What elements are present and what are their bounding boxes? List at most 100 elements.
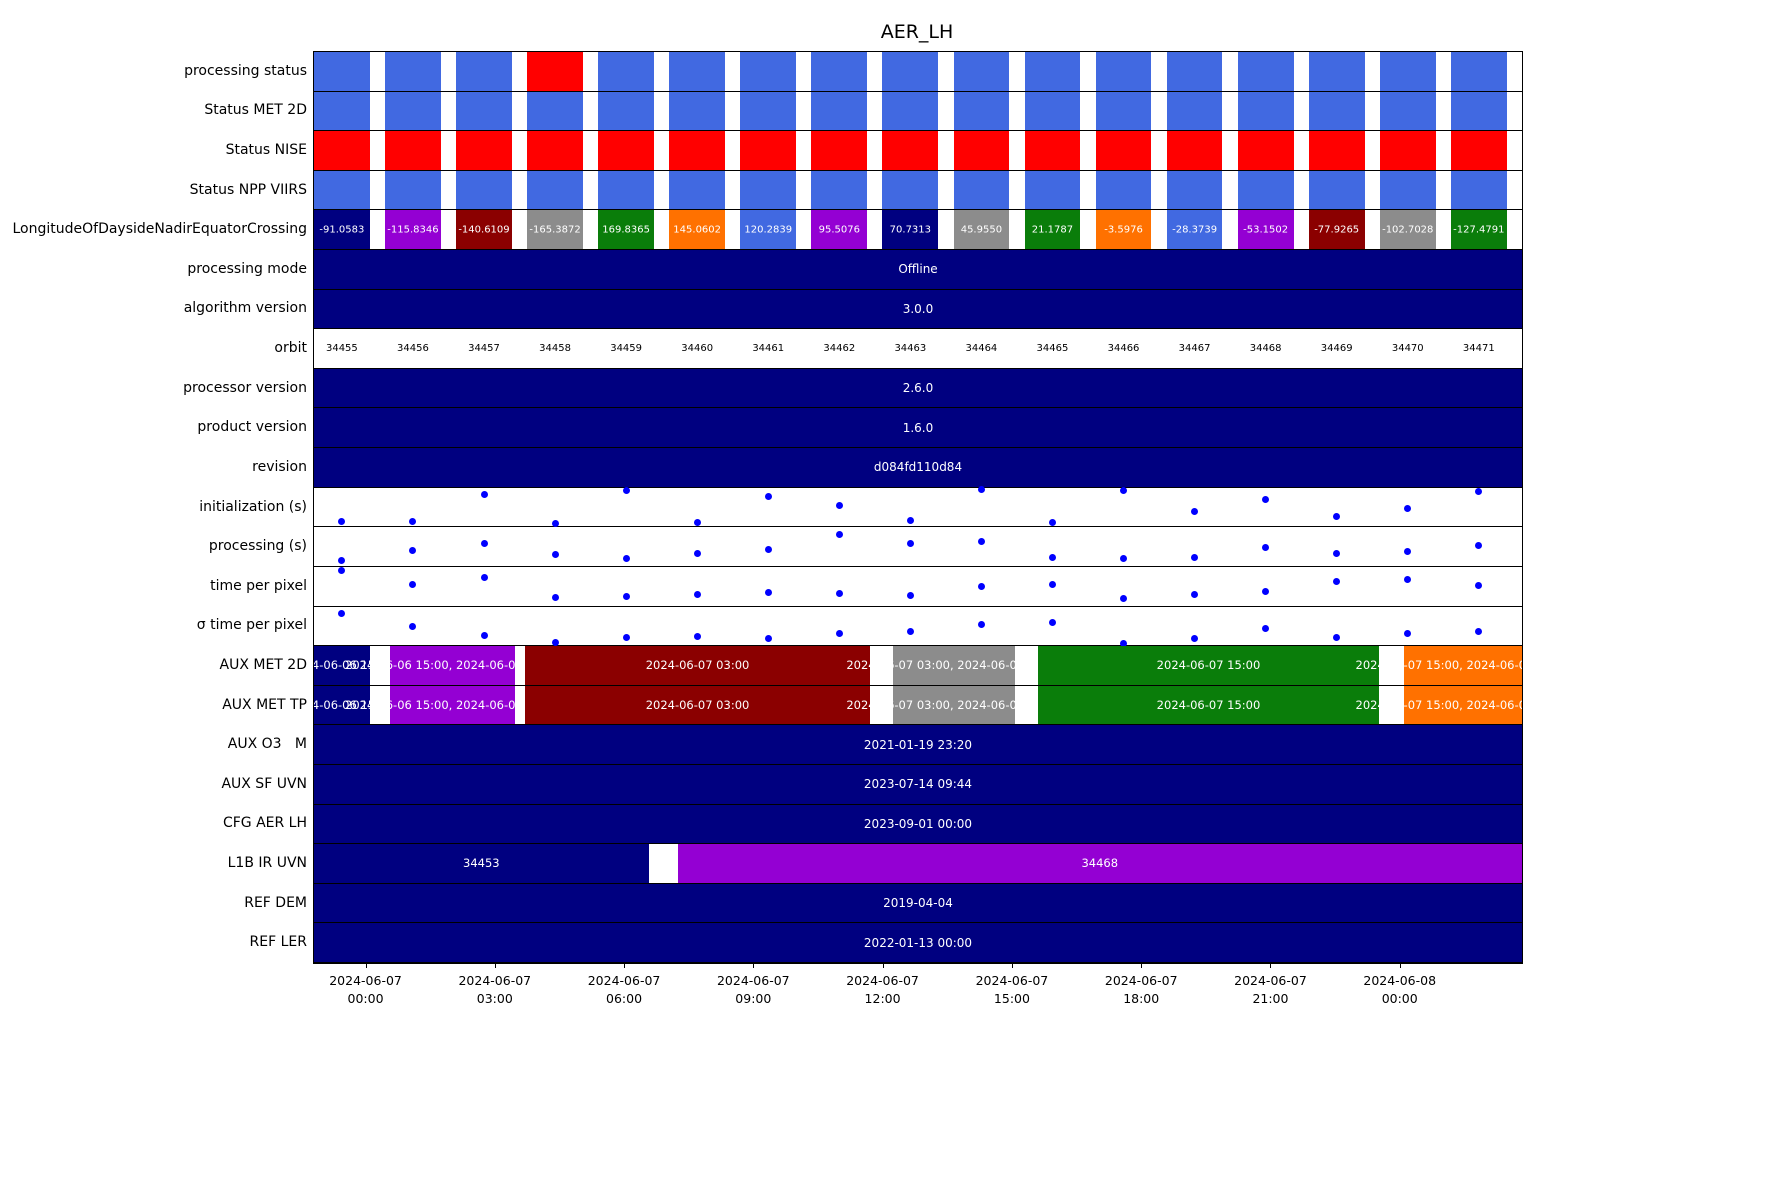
x-tick-label: 2024-06-07 09:00 <box>717 972 790 1008</box>
y-axis-label-processing-s: processing (s) <box>208 538 307 555</box>
scatter-dot <box>1475 627 1483 635</box>
y-axis-label-time-per-pixel: σ time per pixel <box>196 617 307 634</box>
aux-segment: 2024-06-07 03:00 <box>525 646 870 685</box>
plot-area: -91.0583 -115.8346 -140.6109 -165.3872 169.8… <box>313 51 1523 964</box>
aux-segment: 2024-06-06 15:00, 2024-06-07 03:00 <box>345 646 560 685</box>
status-block <box>740 170 797 210</box>
scatter-dot <box>835 530 843 538</box>
scatter-dot <box>1048 581 1056 589</box>
y-axis-label-aux-met-tp: AUX MET TP <box>222 696 307 713</box>
block-value-label: 145.0602 <box>673 224 722 236</box>
scatter-dot <box>622 554 630 562</box>
aux-segment-label: 2024-06-07 15:00 <box>1156 658 1261 673</box>
aux-segment: 2024-06-07 15:00 <box>1037 685 1380 725</box>
aux-segment-label: 2024-06-07 03:00 <box>645 658 750 673</box>
status-block: -28.3739 <box>1166 210 1223 250</box>
row-cfg-aer-lh: 2023-09-01 00:00 <box>314 804 1522 845</box>
row-processor-version: 2.6.0 <box>314 368 1522 409</box>
y-axis-label-initialization-s: initialization (s) <box>199 498 307 515</box>
status-block <box>1024 91 1081 131</box>
scatter-dot <box>1262 543 1270 551</box>
status-block <box>1450 131 1507 170</box>
status-block <box>314 52 370 91</box>
scatter-dot <box>764 589 772 597</box>
scatter-dot <box>1191 635 1199 643</box>
value-bar-label: d084fd110d84 <box>873 460 963 475</box>
status-block <box>1450 170 1507 210</box>
status-block <box>1308 170 1365 210</box>
orbit-number-label: 34458 <box>539 343 571 355</box>
block-value-label: 169.8365 <box>602 224 650 236</box>
status-block <box>314 170 370 210</box>
value-bar-label: 2023-07-14 09:44 <box>863 777 973 792</box>
scatter-dot <box>1262 587 1270 595</box>
y-axis-label-processing-mode: processing mode <box>187 260 307 277</box>
aux-segment: 34453 <box>314 844 649 883</box>
aux-segment: 34468 <box>677 844 1522 883</box>
y-axis-label-aux-met-2d: AUX MET 2D <box>219 656 307 673</box>
x-tick-date: 2024-06-07 <box>458 973 532 988</box>
aux-segment-label: 2024-06-06 15:00 <box>313 698 394 713</box>
scatter-dot <box>977 486 985 494</box>
aux-segment: 2024-06-06 15:00 <box>314 685 394 725</box>
scatter-dot <box>1048 553 1056 561</box>
scatter-dot <box>1191 507 1199 515</box>
aux-segment-label: 2024-06-07 15:00, 2024-06-08 03:00 <box>1355 658 1522 673</box>
x-tick-date: 2024-06-07 <box>587 973 661 988</box>
status-block: -102.7028 <box>1379 210 1436 250</box>
status-block <box>882 170 939 210</box>
scatter-dot <box>338 567 346 575</box>
status-block <box>1450 91 1507 131</box>
x-tick-time: 12:00 <box>864 991 901 1007</box>
scatter-dot <box>1475 582 1483 590</box>
status-block <box>1024 52 1081 91</box>
status-block <box>527 52 583 91</box>
orbit-number-label: 34466 <box>1107 343 1140 355</box>
scatter-dot <box>1120 486 1128 494</box>
scatter-dot <box>1048 519 1056 527</box>
value-bar: 2023-09-01 00:00 <box>314 804 1522 844</box>
scatter-dot <box>338 557 346 565</box>
y-axis-label-cfg-aer-lh: CFG AER LH <box>222 815 307 832</box>
status-block <box>740 91 797 131</box>
status-block <box>1237 131 1294 170</box>
status-block: -3.5976 <box>1095 210 1152 250</box>
row-processing-mode: Offline <box>314 250 1522 290</box>
value-bar-label: 2019-04-04 <box>883 896 953 911</box>
value-bar: d084fd110d84 <box>314 448 1522 487</box>
x-tick-date: 2024-06-07 <box>1234 973 1307 988</box>
scatter-dot <box>622 593 630 601</box>
block-value-label: 120.2839 <box>744 224 793 236</box>
status-block <box>314 131 370 170</box>
y-axis-label-longitudeofdaysidenadirequatorcrossing: LongitudeOfDaysideNadirEquatorCrossing <box>12 221 307 238</box>
scatter-dot <box>1404 576 1412 584</box>
status-block <box>953 131 1010 170</box>
scatter-dot <box>1262 496 1270 504</box>
y-axis-label-processor-version: processor version <box>183 379 307 396</box>
status-block: -91.0583 <box>314 210 370 250</box>
scatter-dot <box>906 591 914 599</box>
status-block <box>1237 52 1294 91</box>
aux-segment-label: 2024-06-07 03:00, 2024-06-07 15:00 <box>846 658 1061 673</box>
status-block: -115.8346 <box>385 210 441 250</box>
status-block: 45.9550 <box>953 210 1010 250</box>
value-bar-label: 2021-01-19 23:20 <box>863 737 973 752</box>
scatter-dot <box>622 487 630 495</box>
value-bar: 2.6.0 <box>314 368 1522 408</box>
block-value-label: 45.9550 <box>960 224 1003 236</box>
orbit-number-label: 34470 <box>1391 343 1424 355</box>
orbit-number-label: 34463 <box>894 343 927 355</box>
row-revision: d084fd110d84 <box>314 448 1522 488</box>
x-tick-label: 2024-06-07 21:00 <box>1234 972 1307 1008</box>
row-longitudeofdaysidenadirequatorcrossing: -91.0583 -115.8346 -140.6109 -165.3872 169.8… <box>314 210 1522 251</box>
scatter-dot <box>835 629 843 637</box>
orbit-number-label: 34456 <box>397 343 429 355</box>
status-block <box>811 131 868 170</box>
scatter-dot <box>693 549 701 557</box>
status-block <box>1379 131 1436 170</box>
x-tick-date: 2024-06-07 <box>329 973 402 988</box>
status-block <box>953 52 1010 91</box>
scatter-dot <box>409 518 417 526</box>
scatter-dot <box>1191 591 1199 599</box>
